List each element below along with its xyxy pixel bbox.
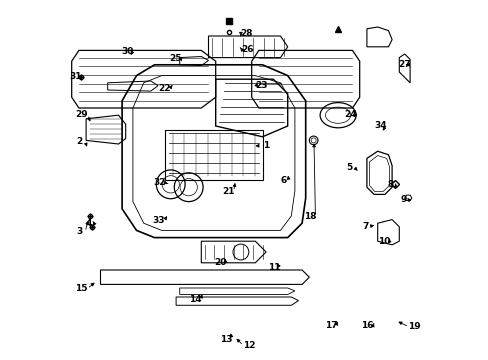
Text: 11: 11	[267, 263, 280, 272]
Text: 25: 25	[169, 54, 181, 63]
Text: 26: 26	[241, 45, 253, 54]
Text: 34: 34	[373, 121, 386, 130]
Text: 28: 28	[240, 29, 252, 38]
Text: 30: 30	[121, 47, 133, 56]
Text: 21: 21	[222, 187, 234, 196]
Text: 1: 1	[263, 141, 269, 150]
Text: 27: 27	[398, 60, 410, 69]
Text: 15: 15	[75, 284, 88, 293]
Text: 16: 16	[361, 321, 373, 330]
Text: 19: 19	[407, 323, 420, 331]
Text: 13: 13	[220, 335, 232, 343]
Text: 8: 8	[386, 180, 393, 189]
Text: 24: 24	[344, 110, 356, 119]
Text: 4: 4	[85, 220, 92, 229]
Text: 9: 9	[400, 195, 406, 204]
Text: 3: 3	[76, 228, 82, 237]
Text: 5: 5	[345, 163, 351, 172]
Text: 18: 18	[303, 212, 316, 221]
Text: 6: 6	[280, 176, 286, 185]
Text: 7: 7	[361, 222, 367, 231]
Text: 20: 20	[213, 258, 226, 267]
Text: 29: 29	[75, 110, 88, 119]
Text: 14: 14	[188, 295, 201, 304]
Text: 17: 17	[324, 321, 337, 330]
Text: 23: 23	[255, 81, 267, 90]
Text: 31: 31	[70, 72, 82, 81]
Text: 10: 10	[377, 238, 389, 247]
Text: 2: 2	[76, 137, 82, 146]
Text: 22: 22	[158, 84, 170, 93]
Text: 12: 12	[242, 341, 255, 350]
Text: 32: 32	[153, 179, 166, 188]
Text: 33: 33	[152, 216, 165, 225]
